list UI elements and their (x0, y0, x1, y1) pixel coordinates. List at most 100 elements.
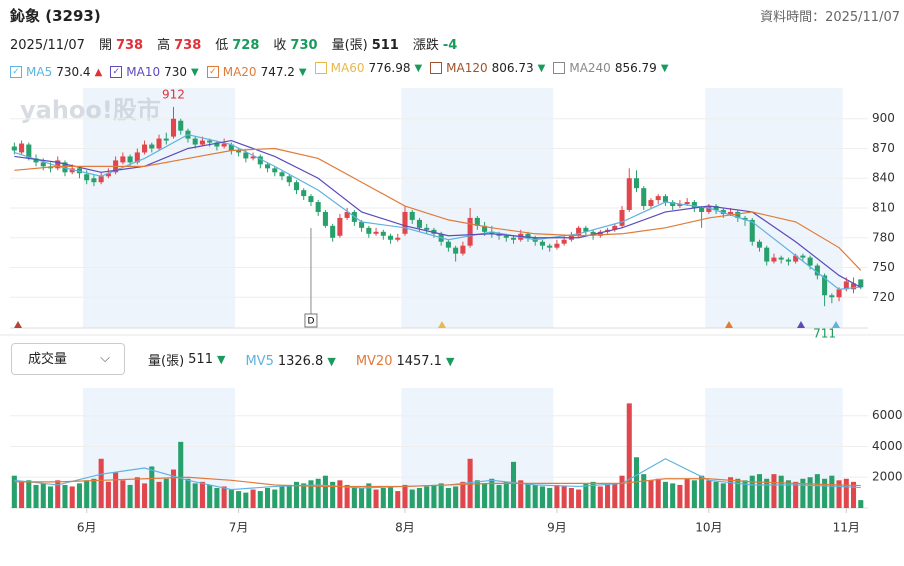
volume-bar (814, 474, 820, 508)
legend-value: 730 (164, 65, 188, 79)
candle-body (431, 229, 437, 234)
candle-body (771, 257, 777, 262)
volume-bar (257, 491, 263, 508)
candle-body (670, 202, 676, 207)
volume-bar (69, 486, 75, 508)
candle-body (301, 190, 307, 197)
legend-name: 量(張) (148, 354, 185, 369)
ma-line (14, 147, 862, 271)
legend-name: MA120 (446, 61, 488, 75)
candle-body (445, 241, 451, 248)
candle-body (576, 227, 582, 236)
candle-body (286, 176, 292, 183)
candle-body (836, 289, 842, 298)
legend-item[interactable]: MA240 856.79 ▼ (553, 61, 672, 75)
candle-body (142, 144, 148, 153)
volume-bar (793, 481, 799, 508)
x-tick-label: 9月 (547, 521, 567, 535)
candle-body (547, 245, 553, 248)
volume-bar (91, 478, 97, 508)
candle-body (735, 211, 741, 218)
volume-bar (619, 475, 625, 508)
volume-bar (424, 486, 430, 508)
volume-bar (402, 484, 408, 508)
candle-body (822, 275, 828, 296)
candle-body (503, 235, 509, 238)
volume-bar (706, 480, 712, 508)
legend-name: MA60 (330, 61, 365, 75)
volume-bar (699, 475, 705, 508)
volume-bar (134, 477, 140, 508)
candle-body (583, 227, 589, 232)
volume-bar (113, 472, 119, 508)
volume-bar (416, 488, 422, 508)
quote-value: 730 (290, 38, 318, 53)
volume-bar (460, 481, 466, 508)
volume-legend-item: 量(張) 511 ▼ (148, 350, 229, 369)
volume-bar (11, 475, 17, 508)
legend-trend: ▼ (414, 62, 423, 74)
candle-body (416, 219, 422, 228)
candle-body (829, 295, 835, 298)
legend-item[interactable]: ✓ MA20 747.2 ▼ (206, 65, 311, 79)
volume-bar (612, 483, 618, 508)
volume-bar (785, 480, 791, 508)
quote-label: 量(張) (331, 38, 368, 53)
volume-bar (503, 481, 509, 508)
volume-bar (684, 478, 690, 508)
candle-body (120, 156, 126, 163)
volume-bar (822, 478, 828, 508)
volume-bar (829, 475, 835, 508)
legend-item[interactable]: MA120 806.73 ▼ (430, 61, 549, 75)
volume-bar (474, 480, 480, 508)
candle-body (409, 211, 415, 220)
event-marker (438, 321, 446, 328)
candle-body (33, 158, 39, 163)
volume-bar (55, 480, 61, 508)
y-tick-label: 840 (872, 171, 895, 185)
quote-value: 728 (232, 38, 260, 53)
quote-label: 低 (215, 38, 229, 53)
volume-bar (387, 486, 394, 508)
candle-body (764, 247, 770, 262)
x-tick-label: 11月 (833, 521, 860, 535)
quote-label: 收 (273, 38, 287, 53)
legend-value: 856.79 (614, 61, 657, 75)
volume-bar (199, 481, 205, 508)
legend-item[interactable]: ✓ MA10 730 ▼ (110, 65, 202, 79)
candle-body (474, 217, 480, 226)
volume-bar (453, 486, 459, 508)
candle-body (243, 152, 249, 159)
y-tick-label: 900 (872, 111, 895, 125)
watermark: yahoo!股市 (20, 96, 161, 124)
candle-body (214, 142, 220, 147)
event-box (304, 313, 318, 328)
legend-item[interactable]: MA60 776.98 ▼ (314, 61, 427, 75)
legend-item[interactable]: ✓ MA5 730.4 ▲ (10, 65, 106, 79)
indicator-dropdown[interactable]: 成交量 ⌵ (11, 343, 125, 375)
volume-bar (149, 466, 155, 508)
candle-body (293, 182, 300, 191)
high-label: 912 (162, 87, 185, 101)
volume-bar (467, 458, 473, 508)
volume-bar (431, 484, 437, 508)
candle-body (315, 202, 321, 212)
legend-checkbox (430, 62, 443, 74)
volume-bar (807, 477, 813, 508)
candle-body (554, 243, 560, 248)
legend-name: MV20 (355, 354, 393, 369)
candle-body (684, 202, 690, 205)
volume-bar (597, 486, 603, 508)
candle-body (814, 265, 820, 276)
x-tick-label: 6月 (77, 521, 97, 535)
candle-body (170, 118, 177, 137)
volume-bar (850, 481, 857, 508)
legend-trend: ▼ (191, 66, 199, 78)
candle-body (236, 150, 242, 153)
legend-trend: ▼ (537, 62, 546, 74)
y-tick-label: 780 (872, 230, 895, 244)
candle-body (619, 209, 625, 226)
quote-value: 738 (115, 38, 144, 53)
volume-bar (496, 484, 502, 508)
volume-bar (228, 489, 234, 508)
